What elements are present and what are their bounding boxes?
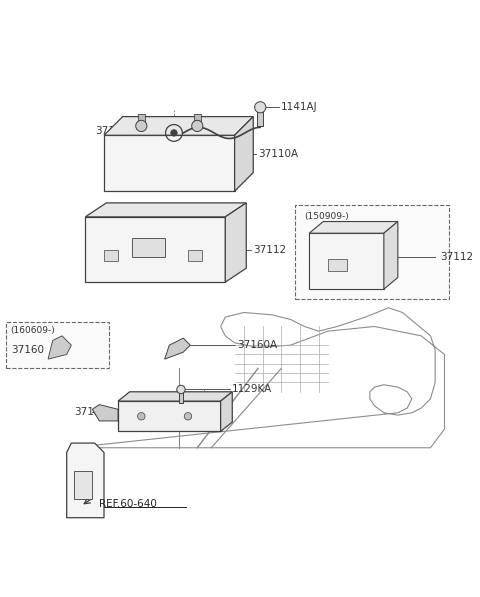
Polygon shape	[384, 221, 398, 289]
Text: 37150: 37150	[74, 407, 107, 417]
Bar	[295, 205, 449, 298]
Polygon shape	[85, 203, 246, 217]
Bar	[138, 114, 145, 126]
Polygon shape	[85, 217, 225, 282]
Bar	[328, 259, 347, 270]
Bar	[188, 250, 202, 261]
Text: 37110A: 37110A	[258, 149, 298, 159]
Circle shape	[184, 413, 192, 420]
Text: 37112: 37112	[440, 251, 473, 261]
Polygon shape	[104, 116, 253, 136]
Circle shape	[136, 121, 147, 131]
Bar	[179, 392, 183, 404]
Text: 1141AJ: 1141AJ	[281, 102, 318, 112]
Bar	[74, 471, 92, 499]
Text: 37180F: 37180F	[95, 125, 133, 136]
Polygon shape	[165, 338, 190, 359]
Bar	[257, 110, 263, 126]
Circle shape	[138, 413, 145, 420]
Text: (150909-): (150909-)	[305, 212, 349, 221]
Text: 37112: 37112	[253, 245, 287, 254]
Bar	[193, 114, 201, 126]
Circle shape	[192, 121, 203, 131]
Bar	[6, 322, 108, 368]
Polygon shape	[67, 443, 104, 518]
Polygon shape	[104, 136, 235, 191]
Polygon shape	[309, 233, 384, 289]
Polygon shape	[221, 392, 232, 432]
Circle shape	[171, 130, 177, 136]
Polygon shape	[225, 203, 246, 282]
Polygon shape	[309, 221, 398, 233]
Polygon shape	[118, 392, 232, 401]
Polygon shape	[118, 401, 221, 432]
Polygon shape	[48, 336, 72, 359]
Text: 37160: 37160	[11, 345, 44, 355]
Polygon shape	[92, 405, 118, 421]
Text: 1129KA: 1129KA	[232, 384, 273, 395]
Circle shape	[255, 101, 266, 113]
Polygon shape	[235, 116, 253, 191]
Bar	[132, 238, 165, 257]
Circle shape	[177, 385, 185, 393]
Bar	[104, 250, 118, 261]
Text: 37160A: 37160A	[237, 340, 277, 350]
Text: REF.60-640: REF.60-640	[99, 498, 157, 509]
Text: (160609-): (160609-)	[11, 327, 56, 336]
